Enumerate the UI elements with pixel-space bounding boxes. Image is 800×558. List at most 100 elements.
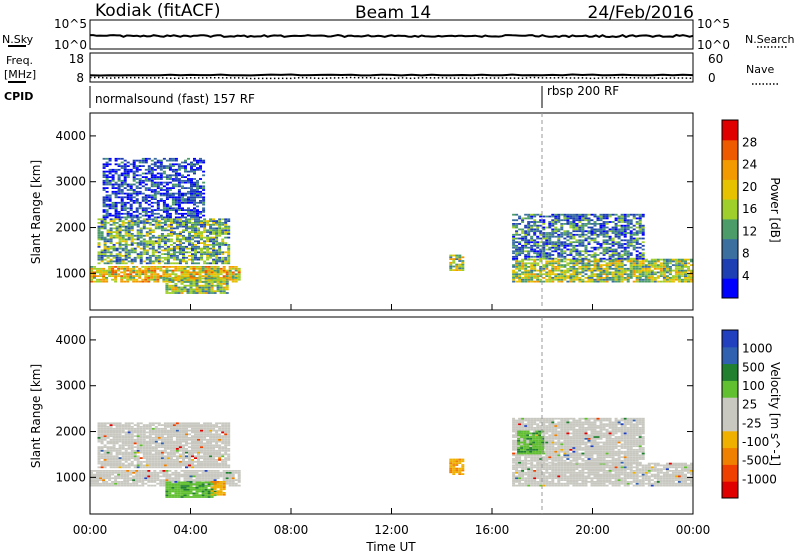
velocity-cell <box>116 428 119 430</box>
power-cell <box>104 222 107 224</box>
velocity-cell <box>105 474 108 476</box>
power-cell <box>109 182 112 184</box>
velocity-cell <box>153 474 156 476</box>
power-cell <box>554 236 557 238</box>
velocity-cell <box>158 435 161 437</box>
power-cell <box>175 193 178 195</box>
power-cell <box>196 287 199 289</box>
velocity-cell <box>146 443 149 445</box>
velocity-cell <box>144 472 147 474</box>
power-cell <box>101 218 104 220</box>
power-cell <box>118 163 121 165</box>
power-cell <box>176 240 179 242</box>
power-cell <box>193 204 196 206</box>
power-cell <box>158 228 161 230</box>
velocity-cell <box>206 465 209 467</box>
power-cell <box>530 272 533 274</box>
power-cell <box>515 281 518 283</box>
power-cell <box>618 218 621 220</box>
power-cell <box>146 240 149 242</box>
power-cell <box>600 230 603 232</box>
power-cell <box>624 279 627 281</box>
velocity-cell <box>164 433 167 435</box>
power-cell <box>149 257 152 259</box>
power-cell <box>128 257 131 259</box>
power-cell <box>184 167 187 169</box>
power-cell <box>215 259 218 261</box>
power-cell <box>128 224 131 226</box>
velocity-cell <box>129 477 132 479</box>
power-cell <box>142 198 145 200</box>
power-cell <box>563 279 566 281</box>
power-cell <box>127 195 130 197</box>
power-cell <box>229 277 232 279</box>
power-cell <box>539 279 542 281</box>
power-cell <box>585 239 588 241</box>
power-cell <box>127 211 130 213</box>
power-cell <box>212 218 215 220</box>
velocity-cell <box>119 441 122 443</box>
velocity-cell <box>93 481 96 483</box>
power-cell <box>591 256 594 258</box>
power-cell <box>636 277 639 279</box>
power-cell <box>621 279 624 281</box>
velocity-cell <box>164 446 167 448</box>
power-cell <box>524 268 527 270</box>
power-cell <box>172 174 175 176</box>
power-cell <box>536 256 539 258</box>
power-cell <box>160 163 163 165</box>
power-cell <box>146 220 149 222</box>
power-cell <box>627 232 630 234</box>
velocity-cell <box>221 441 224 443</box>
power-cell <box>533 249 536 251</box>
velocity-cell <box>110 439 113 441</box>
power-cell <box>187 171 190 173</box>
power-cell <box>208 279 211 281</box>
velocity-cell <box>158 432 161 434</box>
power-cell <box>542 273 545 275</box>
power-cell <box>572 230 575 232</box>
power-cell <box>226 273 229 275</box>
velocity-cell <box>101 454 104 456</box>
power-cell <box>621 221 624 223</box>
velocity-cell <box>162 479 165 481</box>
power-cell <box>154 165 157 167</box>
power-cell <box>597 216 600 218</box>
power-cell <box>633 218 636 220</box>
power-cell <box>150 277 153 279</box>
power-cell <box>548 239 551 241</box>
power-cell <box>566 234 569 236</box>
power-cell <box>182 224 185 226</box>
power-cell <box>527 258 530 260</box>
power-cell <box>197 237 200 239</box>
power-cell <box>118 193 121 195</box>
power-cell <box>157 207 160 209</box>
power-cell <box>633 275 636 277</box>
power-cell <box>612 214 615 216</box>
power-cell <box>130 198 133 200</box>
power-cell <box>188 259 191 261</box>
power-cell <box>615 241 618 243</box>
power-cell <box>122 261 125 263</box>
power-cell <box>585 258 588 260</box>
power-cell <box>145 187 148 189</box>
power-colorbar-tick-label: 28 <box>742 135 757 149</box>
power-cell <box>152 229 155 231</box>
velocity-cell <box>209 450 212 452</box>
power-cell <box>578 230 581 232</box>
velocity-cell <box>176 443 179 445</box>
power-cell <box>187 196 190 198</box>
velocity-cell <box>155 444 158 446</box>
power-cell <box>630 261 633 263</box>
power-cell <box>177 266 180 268</box>
velocity-cell <box>146 450 149 452</box>
power-cell <box>193 195 196 197</box>
power-cell <box>624 258 627 260</box>
velocity-cell <box>104 428 107 430</box>
power-cell <box>645 266 648 268</box>
power-cell <box>167 250 170 252</box>
power-cell <box>136 215 139 217</box>
power-cell <box>566 239 569 241</box>
velocity-cell <box>194 446 197 448</box>
power-cell <box>512 238 515 240</box>
